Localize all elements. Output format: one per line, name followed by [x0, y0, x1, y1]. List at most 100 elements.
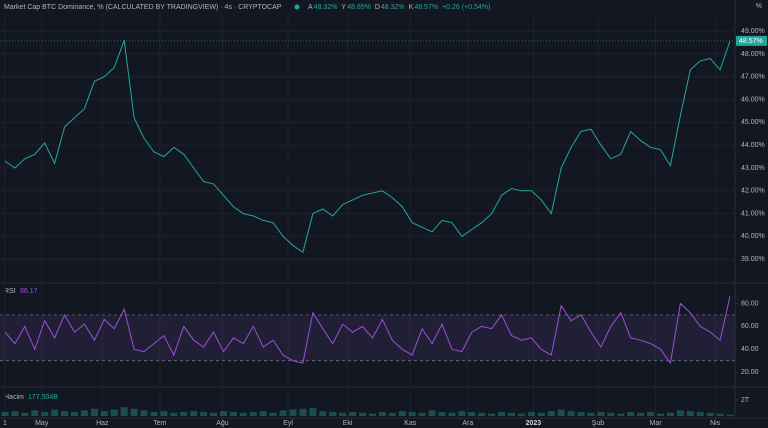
volume-bar [577, 412, 585, 416]
y-tick-label: 2T [741, 397, 750, 404]
y-tick-label: 43.00% [741, 165, 765, 172]
volume-bar [319, 411, 327, 416]
y-tick-label: 42.00% [741, 188, 765, 195]
volume-bar [239, 412, 247, 416]
volume-bar [428, 410, 436, 416]
last-price-box [736, 35, 767, 46]
volume-bar [339, 412, 347, 416]
volume-bar [696, 412, 704, 416]
volume-bar [557, 409, 565, 416]
ohlc-value: 48.32% [314, 4, 338, 11]
volume-bar [398, 411, 406, 416]
rsi-band [0, 314, 735, 361]
volume-bar [706, 412, 714, 416]
volume-bar [637, 412, 645, 416]
volume-bar [468, 412, 476, 416]
rsi-value: 86.17 [20, 288, 38, 295]
y-tick-label: 45.00% [741, 119, 765, 126]
volume-bar [269, 412, 277, 416]
y-tick-label: 49.00% [741, 28, 765, 35]
y-tick-label: 60.00 [741, 323, 759, 330]
volume-bar [349, 412, 357, 416]
rsi-label: RSI [4, 288, 16, 295]
grid [0, 14, 735, 418]
y-tick-label: 44.00% [741, 142, 765, 149]
volume-bar [368, 413, 376, 416]
volume-bar [438, 412, 446, 416]
volume-bar [627, 412, 635, 416]
volume-bar [71, 412, 78, 416]
y-tick-label: 47.00% [741, 74, 765, 81]
x-tick-label: Tem [153, 420, 166, 427]
volume-bar [309, 408, 317, 416]
volume-bar [61, 411, 69, 416]
y-tick-label: 39.00% [741, 256, 765, 263]
volume-bar [617, 413, 625, 416]
rsi-line [4, 296, 731, 365]
volume-bar [448, 412, 456, 416]
x-tick-label: 1 [3, 420, 7, 427]
volume-bar [726, 414, 734, 416]
x-tick-label: Eyl [283, 420, 293, 427]
y-tick-label: 41.00% [741, 210, 765, 217]
volume-bar [100, 411, 108, 416]
x-tick-label: May [35, 420, 49, 427]
ohlc-key: A [308, 4, 313, 11]
volume-bar [200, 412, 208, 416]
x-tick-label: Haz [96, 420, 109, 427]
volume-bar [41, 412, 49, 416]
volume-bar [170, 412, 178, 416]
volume-bar [140, 410, 148, 416]
volume-bar [686, 411, 694, 416]
volume-bar [80, 410, 88, 416]
volume-bar [537, 412, 545, 416]
chart-title: Market Cap BTC Dominance, % (CALCULATED … [4, 4, 282, 11]
ohlc-key: Y [341, 4, 346, 11]
x-tick-label: Mar [650, 420, 663, 427]
volume-bar [220, 411, 227, 416]
volume-bar [378, 412, 386, 416]
x-tick-label: Ara [462, 420, 473, 427]
volume-bar [229, 412, 237, 416]
volume-bar [299, 408, 307, 416]
volume-bar [359, 412, 367, 416]
volume-bar [329, 412, 337, 416]
volume-label: Hacim [4, 394, 24, 401]
volume-bar [110, 409, 118, 416]
x-tick-label: Kas [404, 420, 417, 427]
volume-bar [388, 412, 396, 416]
volume-bar [517, 413, 525, 416]
volume-value: 177.504B [28, 394, 58, 401]
volume-bar [31, 410, 39, 416]
volume-bar [527, 412, 535, 416]
volume-bar [716, 413, 724, 416]
volume-bar [259, 411, 267, 416]
volume-bar [657, 413, 664, 416]
volume-bar [21, 412, 29, 416]
volume-bar [547, 411, 555, 416]
volume-bar [190, 411, 198, 416]
volume-bar [1, 412, 9, 416]
volume-bar [666, 412, 674, 416]
volume-bar [210, 412, 218, 416]
volume-bar [150, 412, 158, 416]
volume-bar [418, 412, 426, 416]
volume-bar [11, 411, 19, 416]
unit-label: % [756, 3, 762, 10]
volume-bar [647, 412, 655, 416]
volume-bar [587, 412, 595, 416]
status-dot [294, 4, 300, 10]
x-tick-label: Eki [343, 420, 353, 427]
y-tick-label: 46.00% [741, 96, 765, 103]
volume-bar [160, 411, 168, 416]
y-tick-label: 20.00 [741, 369, 759, 376]
volume-bar [249, 412, 257, 416]
last-price-label: 48.57% [739, 38, 763, 45]
volume-bar [567, 411, 575, 416]
volume-bar [458, 411, 466, 416]
y-tick-label: 40.00% [741, 233, 765, 240]
volume-bar [408, 412, 416, 416]
ohlc-change: +0.26 (+0.54%) [442, 4, 490, 11]
price-line [4, 40, 731, 254]
